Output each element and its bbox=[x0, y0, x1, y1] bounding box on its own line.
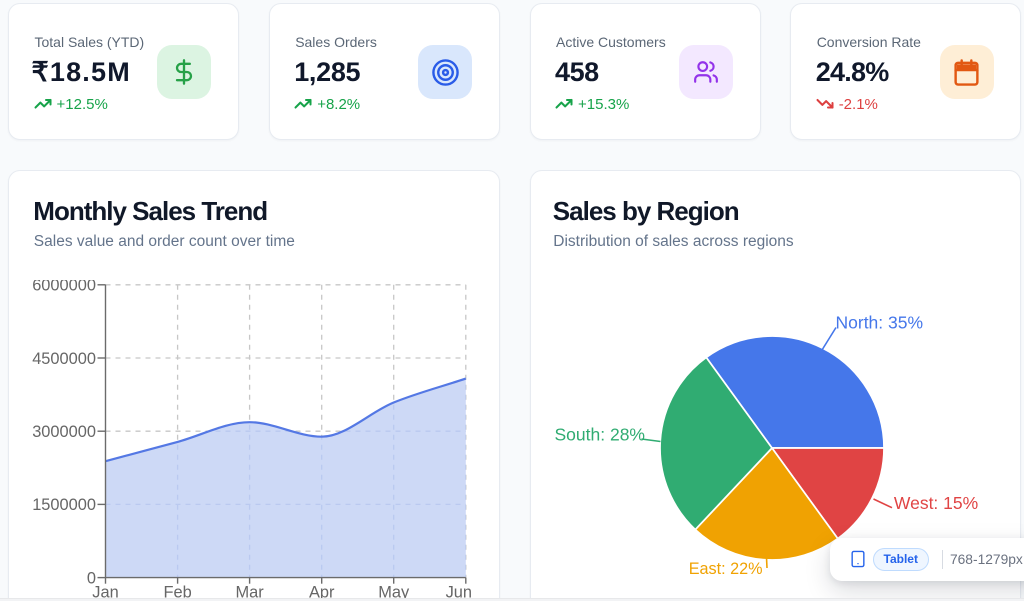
svg-text:Mar: Mar bbox=[235, 583, 264, 601]
svg-text:3000000: 3000000 bbox=[32, 423, 96, 441]
svg-text:Jun: Jun bbox=[446, 583, 472, 601]
svg-text:0: 0 bbox=[87, 569, 96, 587]
svg-text:West: 15%: West: 15% bbox=[894, 493, 978, 513]
svg-text:Apr: Apr bbox=[309, 583, 335, 601]
svg-text:4500000: 4500000 bbox=[32, 350, 96, 368]
svg-text:6000000: 6000000 bbox=[32, 280, 96, 295]
svg-text:Jan: Jan bbox=[92, 583, 118, 601]
svg-text:East: 22%: East: 22% bbox=[689, 560, 763, 578]
svg-text:North: 35%: North: 35% bbox=[836, 313, 924, 333]
svg-text:1500000: 1500000 bbox=[32, 496, 96, 514]
svg-text:May: May bbox=[378, 583, 410, 601]
svg-text:South: 28%: South: 28% bbox=[555, 425, 645, 445]
svg-text:Feb: Feb bbox=[163, 583, 191, 601]
